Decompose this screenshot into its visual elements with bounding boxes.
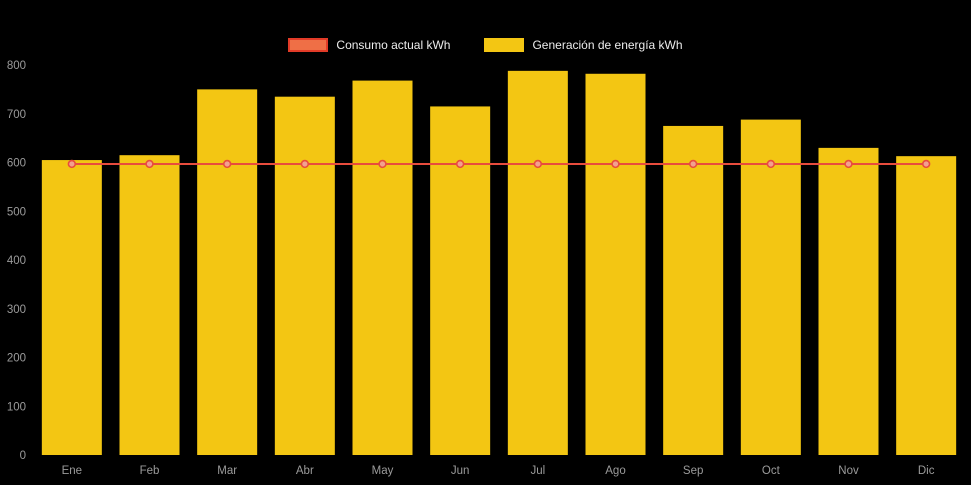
consumption-point-sep[interactable]	[688, 159, 698, 169]
y-axis-tick-label: 200	[7, 353, 26, 365]
consumption-point-jul[interactable]	[533, 159, 543, 169]
x-axis-tick-label: Nov	[838, 465, 859, 477]
legend-item-generacion[interactable]: Generación de energía kWh	[484, 38, 683, 52]
x-axis-tick-label: Feb	[140, 465, 160, 477]
y-axis-tick-label: 500	[7, 206, 26, 218]
consumption-point-oct[interactable]	[766, 159, 776, 169]
chart-legend: Consumo actual kWh Generación de energía…	[0, 38, 971, 52]
x-axis-tick-label: Abr	[296, 465, 314, 477]
x-axis-tick-label: Sep	[683, 465, 703, 477]
x-axis-tick-label: Dic	[918, 465, 935, 477]
bar-mar[interactable]	[197, 89, 258, 455]
bar-may[interactable]	[352, 80, 413, 455]
legend-label-consumo: Consumo actual kWh	[336, 38, 451, 52]
consumption-point-ago[interactable]	[611, 159, 620, 169]
x-axis-tick-label: Ago	[605, 465, 625, 477]
bar-sep[interactable]	[663, 125, 724, 455]
consumption-point-may[interactable]	[378, 159, 387, 169]
consumption-point-abr[interactable]	[300, 159, 310, 169]
x-axis-tick-label: Ene	[62, 465, 82, 477]
bar-jun[interactable]	[430, 106, 491, 455]
x-axis-tick-label: Oct	[762, 465, 781, 477]
bar-abr[interactable]	[274, 96, 335, 455]
bar-nov[interactable]	[818, 147, 879, 455]
y-axis-tick-label: 300	[7, 304, 26, 316]
y-axis-tick-label: 700	[7, 109, 26, 121]
consumption-point-nov[interactable]	[844, 159, 853, 169]
y-axis-tick-label: 0	[20, 450, 26, 462]
y-axis-tick-label: 400	[7, 255, 26, 267]
consumption-point-mar[interactable]	[222, 159, 232, 169]
legend-swatch-line-series	[288, 38, 329, 52]
x-axis-tick-label: May	[372, 465, 394, 477]
y-axis-tick-label: 600	[7, 158, 26, 170]
y-axis-tick-label: 800	[7, 60, 26, 72]
x-axis-tick-label: Mar	[217, 465, 237, 477]
x-axis-tick-label: Jul	[530, 465, 545, 477]
bar-dic[interactable]	[896, 156, 957, 455]
consumption-point-jun[interactable]	[455, 159, 465, 169]
legend-item-consumo[interactable]: Consumo actual kWh	[288, 38, 450, 52]
bar-jul[interactable]	[507, 70, 568, 455]
consumption-point-feb[interactable]	[145, 159, 154, 169]
legend-swatch-bar-series	[484, 38, 525, 52]
x-axis-tick-label: Jun	[451, 465, 470, 477]
bar-feb[interactable]	[119, 155, 180, 455]
bar-ago[interactable]	[585, 73, 646, 456]
bar-oct[interactable]	[740, 119, 801, 455]
legend-label-generacion: Generación de energía kWh	[532, 38, 683, 52]
consumption-point-dic[interactable]	[921, 159, 931, 169]
consumption-point-ene[interactable]	[67, 159, 77, 169]
bar-ene[interactable]	[41, 160, 102, 455]
y-axis-tick-label: 100	[7, 401, 26, 413]
